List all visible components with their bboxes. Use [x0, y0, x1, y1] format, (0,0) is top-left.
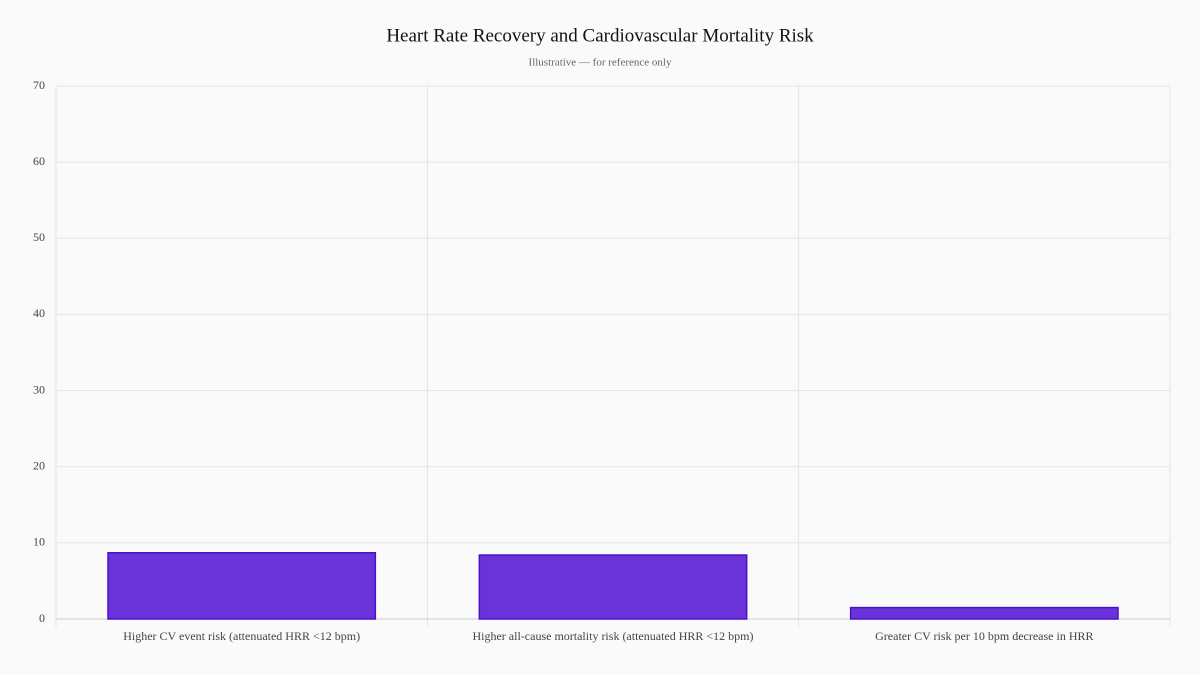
chart-title: Heart Rate Recovery and Cardiovascular M…	[386, 25, 814, 46]
y-tick-label: 30	[33, 382, 45, 396]
chart-subtitle: Illustrative — for reference only	[529, 57, 672, 69]
bar	[107, 552, 377, 620]
x-tick-label: Higher all-cause mortality risk (attenua…	[472, 629, 753, 643]
y-tick-label: 70	[33, 78, 45, 92]
y-tick-label: 10	[33, 535, 45, 549]
bar	[849, 606, 1119, 620]
y-tick-label: 40	[33, 306, 45, 320]
bar	[478, 554, 748, 620]
y-tick-label: 50	[33, 230, 45, 244]
x-tick-label: Higher CV event risk (attenuated HRR <12…	[123, 629, 360, 643]
y-tick-label: 0	[39, 611, 45, 625]
y-tick-label: 20	[33, 458, 45, 472]
x-tick-label: Greater CV risk per 10 bpm decrease in H…	[875, 629, 1093, 643]
y-tick-label: 60	[33, 154, 45, 168]
